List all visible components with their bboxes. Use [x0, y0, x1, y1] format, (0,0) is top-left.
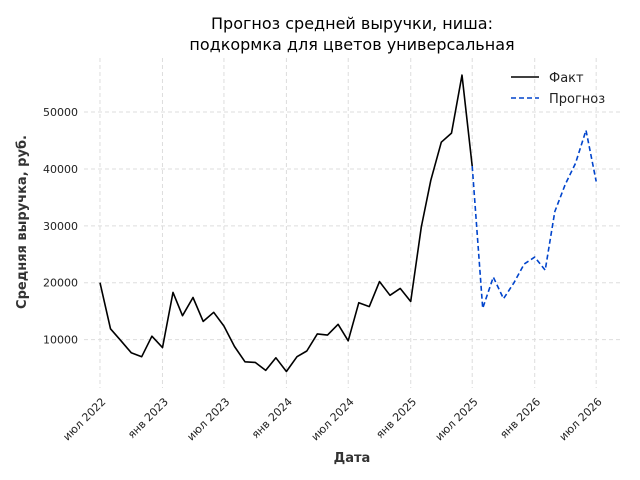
legend: Факт Прогноз [511, 71, 605, 107]
x-axis-label: Дата [334, 451, 371, 466]
legend-label-forecast: Прогноз [549, 92, 605, 107]
x-tick-label: янв 2023 [125, 395, 171, 441]
x-tick-label: июл 2025 [433, 395, 481, 443]
series-layer [99, 74, 597, 373]
x-tick-label: янв 2025 [373, 395, 419, 441]
x-tick-label: июл 2022 [60, 395, 108, 443]
x-tick-label: июл 2026 [557, 395, 605, 443]
x-axis-ticks: июл 2022 янв 2023 июл 2023 янв 2024 июл 2024… [60, 395, 604, 443]
x-tick-label: янв 2024 [249, 395, 295, 441]
chart-title-line-1: Прогноз средней выручки, ниша: [211, 14, 493, 33]
series-line-fact [99, 74, 473, 373]
y-tick-label: 10000 [43, 334, 78, 347]
y-tick-label: 40000 [43, 163, 78, 176]
y-axis-label: Средняя выручка, руб. [15, 135, 30, 309]
grid [84, 58, 622, 388]
y-axis-ticks: 10000 20000 30000 40000 50000 [43, 106, 78, 347]
y-tick-label: 30000 [43, 220, 78, 233]
series-line-forecast [471, 129, 597, 310]
x-tick-label: июл 2023 [184, 395, 232, 443]
x-tick-label: июл 2024 [309, 395, 357, 443]
y-tick-label: 20000 [43, 277, 78, 290]
x-tick-label: янв 2026 [497, 395, 543, 441]
legend-label-fact: Факт [549, 71, 584, 86]
y-tick-label: 50000 [43, 106, 78, 119]
chart-title-line-2: подкормка для цветов универсальная [189, 35, 514, 54]
